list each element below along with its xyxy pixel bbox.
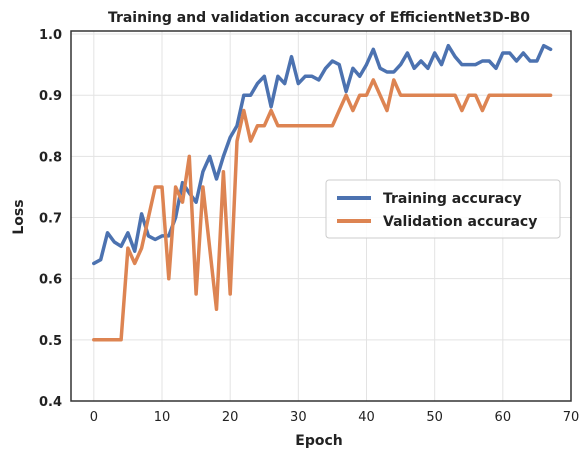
x-tick-labels: 0 10 20 30 40 50 60 70 [90, 410, 580, 425]
chart-title: Training and validation accuracy of Effi… [108, 10, 530, 26]
x-tick-label: 70 [563, 410, 580, 425]
series-layer [92, 43, 553, 342]
y-tick-label: 0.4 [39, 395, 62, 410]
series-line-training [92, 43, 553, 266]
y-tick-label: 0.9 [39, 89, 62, 104]
plot-frame [70, 30, 572, 402]
x-tick-label: 0 [90, 410, 98, 425]
x-tick-label: 30 [290, 410, 307, 425]
x-tick-label: 60 [495, 410, 512, 425]
x-tick-label: 20 [222, 410, 239, 425]
y-tick-label: 0.8 [39, 150, 62, 165]
x-tick-label: 50 [426, 410, 443, 425]
y-tick-labels: 0.4 0.5 0.6 0.7 0.8 0.9 1.0 [39, 28, 62, 410]
legend-label-training: Training accuracy [383, 191, 522, 207]
legend-box [325, 179, 561, 239]
x-axis-label: Epoch [295, 433, 342, 449]
y-tick-label: 0.6 [39, 273, 62, 288]
legend-label-validation: Validation accuracy [383, 214, 537, 230]
y-tick-label: 0.7 [39, 212, 62, 227]
series-line-validation [92, 78, 553, 342]
legend: Training accuracy Validation accuracy [325, 179, 561, 239]
x-tick-label: 10 [154, 410, 171, 425]
y-tick-label: 0.5 [39, 334, 62, 349]
y-axis-label: Loss [11, 199, 27, 234]
y-tick-label: 1.0 [39, 28, 62, 43]
x-tick-label: 40 [358, 410, 375, 425]
